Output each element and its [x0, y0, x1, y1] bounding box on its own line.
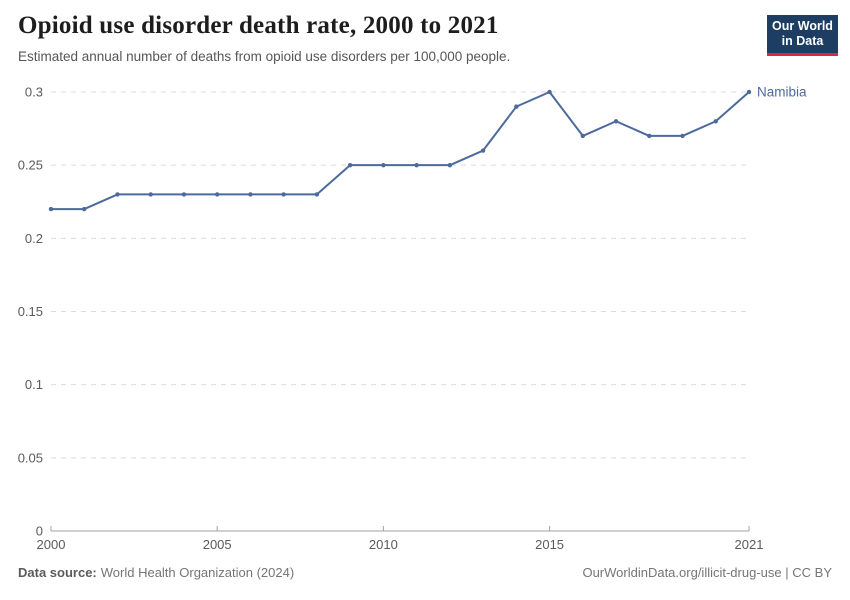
- x-tick-label-2015: 2015: [535, 537, 564, 552]
- x-tick-label-2000: 2000: [37, 537, 66, 552]
- data-source: Data source: World Health Organization (2…: [18, 565, 294, 580]
- line-chart-canvas: 0 0.05 0.1 0.15 0.2 0.25 0.3 2000 2005 2010 2015 20…: [18, 85, 807, 553]
- data-point-namibia-2011[interactable]: [414, 162, 419, 168]
- x-tick-label-2005: 2005: [203, 537, 232, 552]
- y-tick-label-0.2: 0.2: [25, 231, 43, 246]
- owid-url-link[interactable]: OurWorldinData.org/illicit-drug-use: [582, 565, 782, 580]
- data-point-namibia-2020[interactable]: [713, 119, 718, 124]
- data-point-namibia-2000[interactable]: [48, 206, 54, 212]
- data-point-namibia-2018[interactable]: [647, 133, 652, 139]
- y-tick-label-0.3: 0.3: [25, 85, 43, 100]
- data-point-namibia-2001[interactable]: [82, 206, 87, 212]
- y-tick-label-0.1: 0.1: [25, 377, 43, 392]
- data-point-namibia-2002[interactable]: [115, 192, 120, 197]
- logo-line1: Our World: [772, 19, 833, 33]
- series-label-namibia[interactable]: Namibia: [757, 85, 807, 100]
- data-point-namibia-2009[interactable]: [347, 162, 353, 168]
- chart-footer: Data source: World Health Organization (2…: [18, 565, 832, 580]
- y-tick-label-0.15: 0.15: [18, 304, 43, 319]
- data-point-namibia-2012[interactable]: [447, 162, 453, 168]
- series-line-namibia[interactable]: [50, 91, 750, 211]
- data-point-namibia-2003[interactable]: [148, 192, 153, 197]
- footer-attribution: OurWorldinData.org/illicit-drug-use | CC…: [582, 565, 832, 580]
- data-point-namibia-2014[interactable]: [514, 104, 519, 109]
- data-point-namibia-2021[interactable]: [746, 89, 752, 95]
- data-point-namibia-2004[interactable]: [181, 192, 187, 197]
- data-point-namibia-2008[interactable]: [314, 192, 320, 197]
- data-source-value: World Health Organization (2024): [100, 565, 295, 580]
- data-point-namibia-2017[interactable]: [613, 119, 619, 124]
- logo-line2: in Data: [781, 34, 824, 49]
- data-point-namibia-2013[interactable]: [480, 148, 486, 153]
- chart-subtitle: Estimated annual number of deaths from o…: [18, 49, 511, 64]
- y-tick-label-0.25: 0.25: [18, 158, 43, 173]
- data-point-namibia-2016[interactable]: [580, 133, 586, 139]
- footer-separator: |: [785, 565, 789, 580]
- page-title: Opioid use disorder death rate, 2000 to …: [18, 12, 499, 39]
- data-point-namibia-2010[interactable]: [381, 162, 386, 168]
- y-tick-label-0: 0: [36, 524, 43, 539]
- data-point-namibia-2019[interactable]: [680, 133, 685, 139]
- x-tick-label-2021: 2021: [735, 537, 764, 552]
- data-source-label: Data source:: [18, 565, 97, 580]
- x-tick-label-2010: 2010: [369, 537, 398, 552]
- data-point-namibia-2007[interactable]: [281, 192, 286, 197]
- data-point-namibia-2006[interactable]: [248, 192, 253, 197]
- data-point-namibia-2005[interactable]: [214, 192, 220, 197]
- y-tick-label-0.05: 0.05: [18, 450, 43, 465]
- owid-logo[interactable]: Our World in Data: [767, 15, 838, 56]
- data-point-namibia-2015[interactable]: [547, 89, 552, 95]
- license-badge: CC BY: [792, 565, 832, 580]
